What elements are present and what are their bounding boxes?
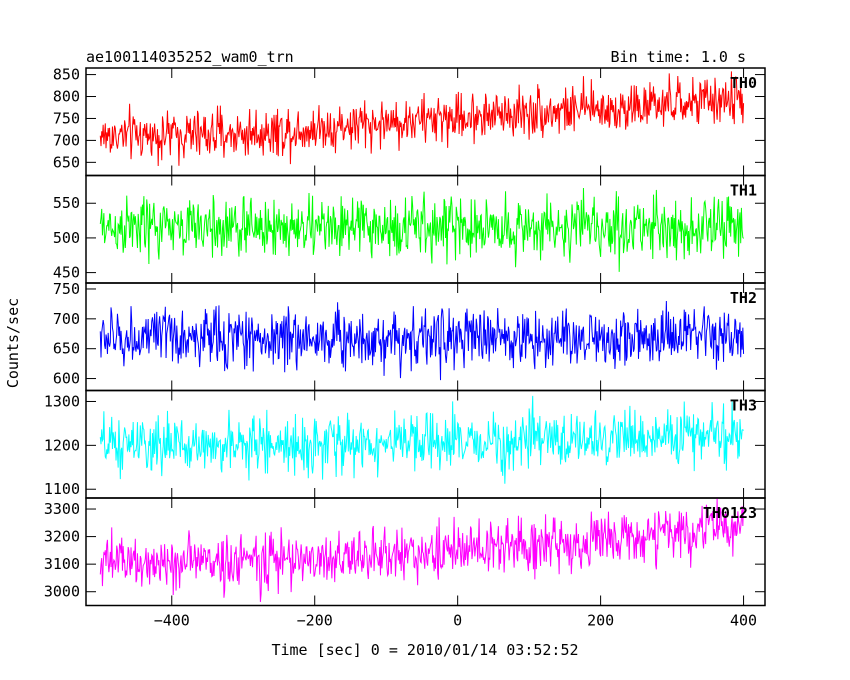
x-tick-label: −400 (154, 612, 190, 630)
y-tick-label: 550 (53, 194, 80, 212)
series-label-th2: TH2 (730, 289, 757, 307)
y-tick-label: 3300 (44, 500, 80, 518)
y-tick-label: 650 (53, 340, 80, 358)
bin-time-label: Bin time: 1.0 s (611, 48, 746, 66)
chart-title: ae100114035252_wam0_trn (86, 48, 294, 66)
x-axis-label: Time [sec] 0 = 2010/01/14 03:52:52 (271, 641, 578, 659)
panel-th2: 600 650 700 750 TH2 (53, 280, 766, 392)
series-label-th3: TH3 (730, 397, 757, 415)
series-line-th0123 (99, 498, 745, 603)
x-tick-label: 0 (453, 612, 462, 630)
y-tick-label: 450 (53, 264, 80, 282)
panel-th0: 650 700 750 800 850 TH0 (53, 66, 766, 177)
y-tick-label: 650 (53, 153, 80, 171)
y-tick-label: 1300 (44, 392, 80, 410)
y-tick-label: 3000 (44, 583, 80, 601)
x-axis-tick-labels: −400 −200 0 200 400 (154, 612, 757, 630)
x-tick-label: 200 (587, 612, 614, 630)
panels-group: 650 700 750 800 850 TH0 450 500 550 TH1 600 650 700 7… (44, 66, 766, 607)
panel-th0123: 3000 3100 3200 3300 TH0123 (44, 497, 766, 607)
series-label-th0: TH0 (730, 74, 757, 92)
y-tick-label: 750 (53, 109, 80, 127)
y-tick-label: 700 (53, 310, 80, 328)
x-tick-label: −200 (297, 612, 333, 630)
y-tick-label: 1200 (44, 436, 80, 454)
y-tick-label: 800 (53, 88, 80, 106)
y-axis-label: Counts/sec (4, 298, 22, 388)
series-label-th0123: TH0123 (703, 504, 757, 522)
y-tick-label: 3200 (44, 528, 80, 546)
y-tick-label: 850 (53, 66, 80, 84)
panel-th1: 450 500 550 TH1 (53, 174, 766, 284)
panel-th3: 1100 1200 1300 TH3 (44, 389, 766, 499)
series-line-th2 (99, 300, 745, 381)
series-line-th1 (99, 188, 744, 272)
panel-frame (85, 497, 766, 607)
series-line-th0 (99, 71, 745, 166)
y-tick-label: 1100 (44, 480, 80, 498)
y-tick-label: 500 (53, 229, 80, 247)
y-tick-label: 600 (53, 370, 80, 388)
y-tick-label: 700 (53, 131, 80, 149)
y-tick-label: 750 (53, 280, 80, 298)
series-label-th1: TH1 (730, 182, 757, 200)
y-tick-label: 3100 (44, 555, 80, 573)
series-line-th3 (99, 395, 744, 484)
x-tick-label: 400 (730, 612, 757, 630)
